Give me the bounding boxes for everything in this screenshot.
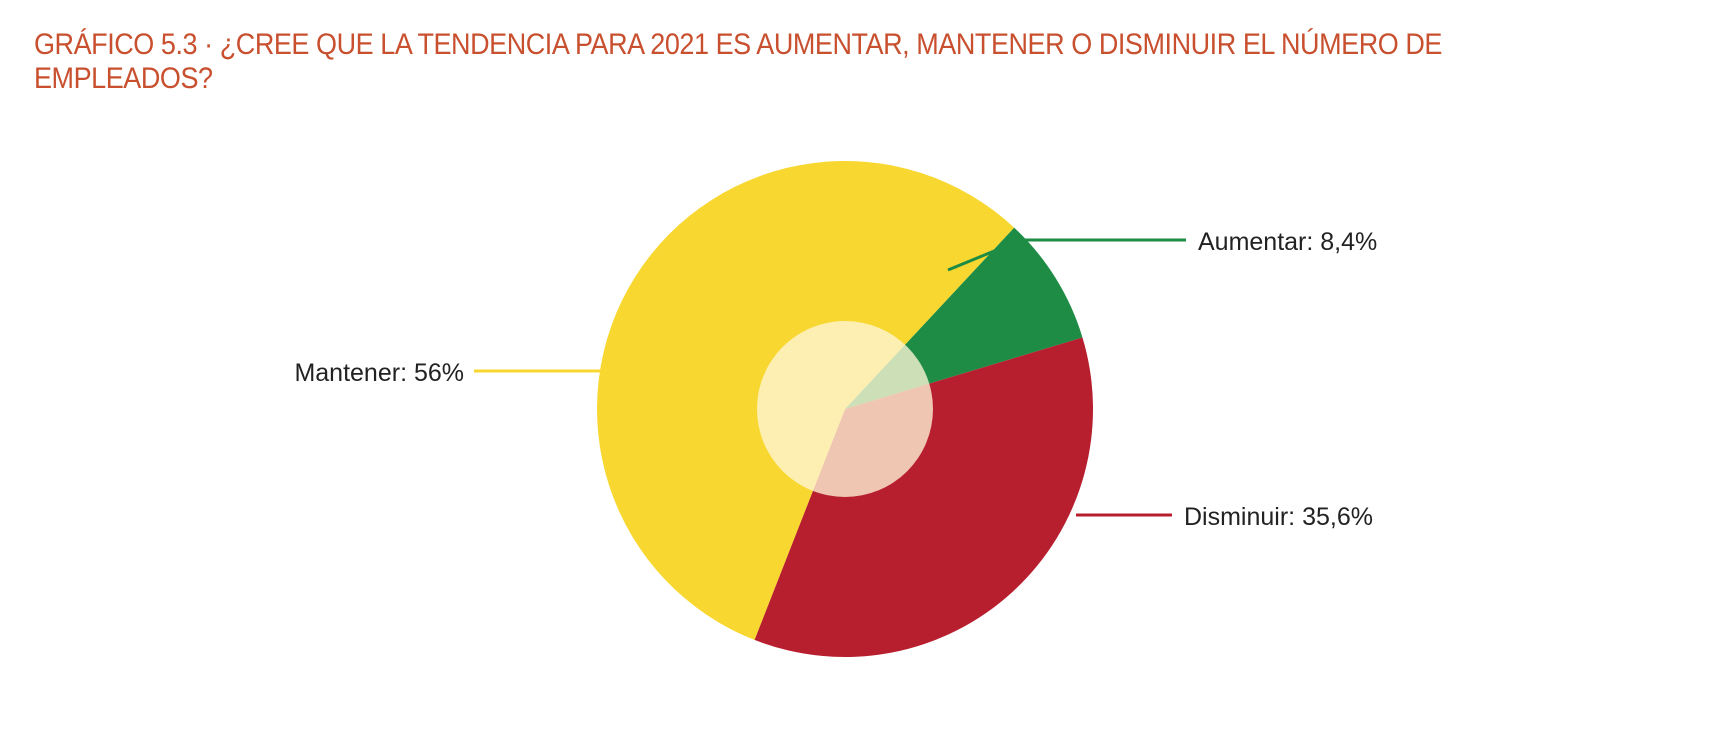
- chart-title: GRÁFICO 5.3 · ¿CREE QUE LA TENDENCIA PAR…: [34, 28, 1442, 95]
- slice-label-mantener: Mantener: 56%: [294, 359, 464, 387]
- slice-leader-lines: [474, 238, 1186, 517]
- slice-label-aumentar: Aumentar: 8,4%: [1198, 228, 1377, 256]
- slice-labels: Aumentar: 8,4% Disminuir: 35,6% Mantener: …: [294, 228, 1377, 531]
- pie-slice-disminuir: [754, 337, 1094, 657]
- slice-label-disminuir: Disminuir: 35,6%: [1184, 503, 1373, 531]
- leader-line-aumentar: [947, 238, 1186, 272]
- pie-center-highlight: [757, 321, 933, 497]
